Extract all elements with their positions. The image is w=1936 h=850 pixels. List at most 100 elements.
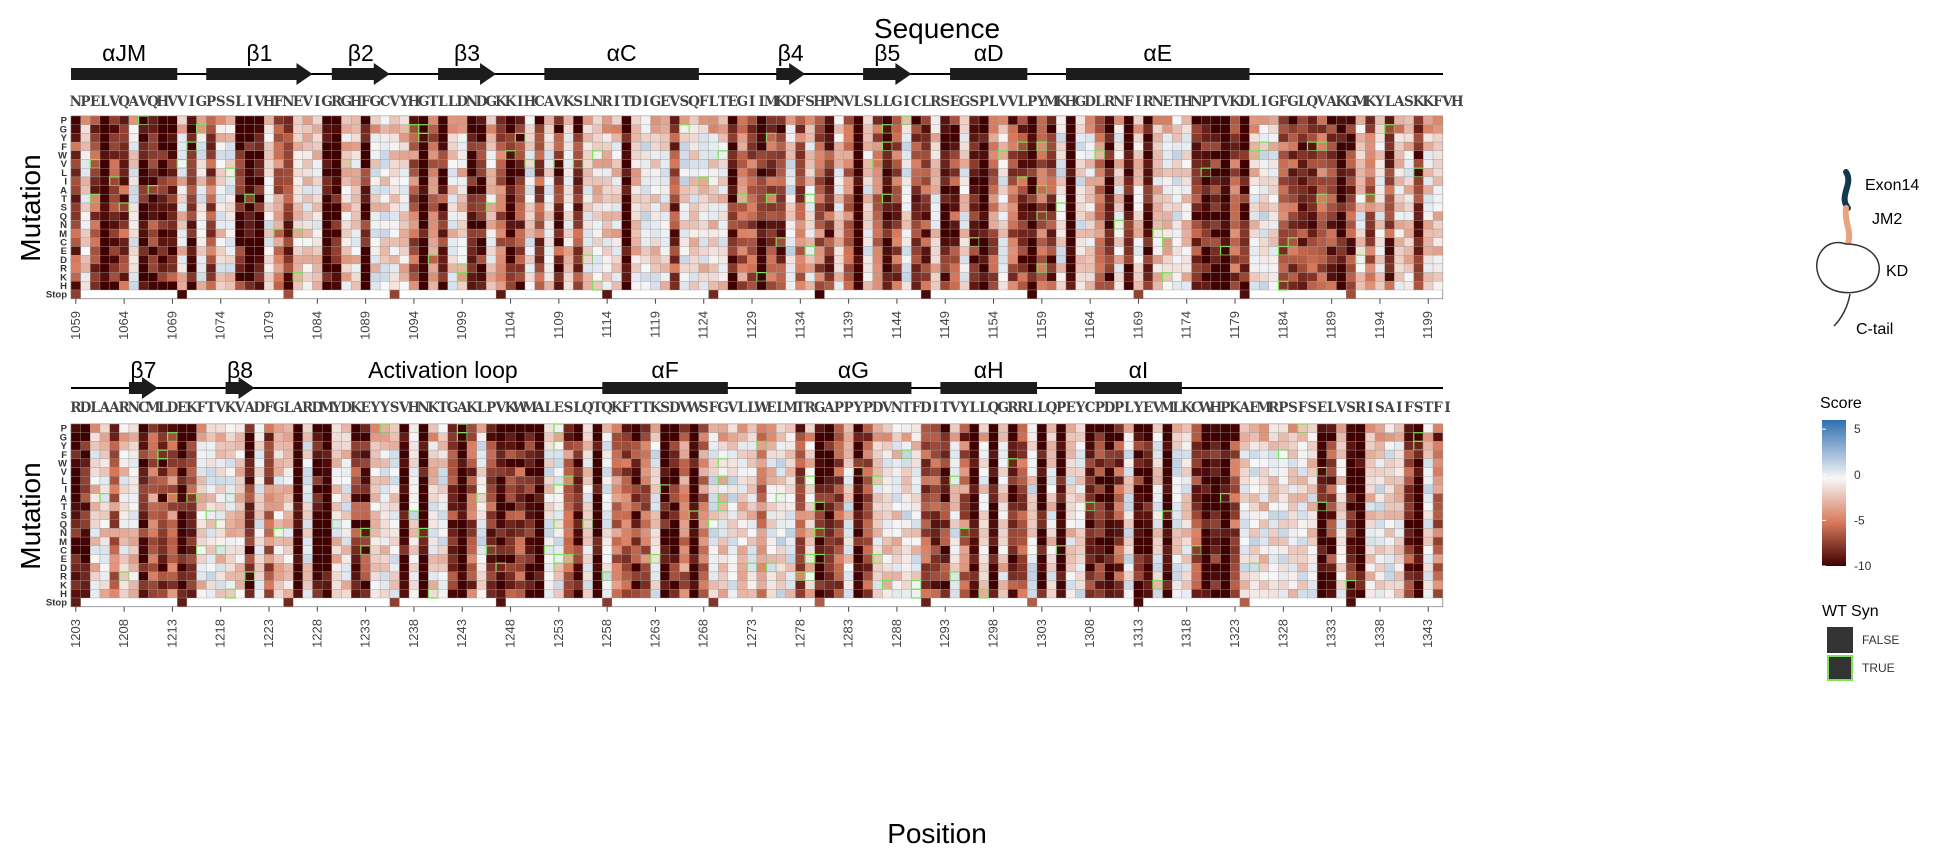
heatmap-cell bbox=[853, 432, 864, 442]
ss-label: αD bbox=[974, 40, 1004, 66]
heatmap-cell bbox=[215, 432, 226, 442]
heatmap-cell bbox=[611, 194, 622, 204]
x-tick-label: 1119 bbox=[647, 311, 662, 338]
heatmap-cell bbox=[534, 263, 545, 273]
heatmap-cell bbox=[959, 519, 970, 529]
heatmap-cell bbox=[177, 237, 188, 247]
heatmap-cell bbox=[920, 246, 931, 256]
heatmap-cell bbox=[437, 263, 448, 273]
heatmap-cell bbox=[1104, 502, 1115, 512]
heatmap-cell bbox=[1287, 493, 1298, 503]
heatmap-cell bbox=[959, 263, 970, 273]
heatmap-cell bbox=[949, 176, 960, 186]
heatmap-cell bbox=[1287, 476, 1298, 486]
heatmap-cell bbox=[1249, 458, 1260, 468]
heatmap-cell bbox=[804, 237, 815, 247]
heatmap-cell bbox=[128, 246, 139, 256]
heatmap-cell bbox=[264, 159, 275, 169]
heatmap-cell bbox=[157, 493, 168, 503]
heatmap-cell bbox=[90, 519, 101, 529]
heatmap-cell bbox=[167, 272, 178, 282]
heatmap-cell bbox=[920, 133, 931, 143]
heatmap-cell bbox=[969, 281, 980, 291]
heatmap-cell bbox=[418, 202, 429, 212]
sequence-letter: D bbox=[1084, 94, 1096, 110]
heatmap-cell bbox=[109, 168, 120, 178]
heatmap-cell bbox=[157, 176, 168, 186]
heatmap-cell bbox=[466, 133, 477, 143]
heatmap-cell bbox=[804, 432, 815, 442]
heatmap-cell bbox=[1085, 272, 1096, 282]
heatmap-cell bbox=[312, 255, 323, 265]
heatmap-cell bbox=[640, 476, 651, 486]
heatmap-cell bbox=[1307, 220, 1318, 230]
heatmap-cell bbox=[408, 220, 419, 230]
heatmap-cell bbox=[1230, 228, 1241, 238]
heatmap-cell bbox=[186, 502, 197, 512]
heatmap-cell bbox=[573, 281, 584, 291]
heatmap-cell bbox=[833, 220, 844, 230]
heatmap-cell bbox=[582, 246, 593, 256]
heatmap-cell bbox=[891, 194, 902, 204]
heatmap-cell bbox=[1210, 441, 1221, 451]
heatmap-cell bbox=[1249, 124, 1260, 134]
heatmap-cell bbox=[428, 281, 439, 291]
heatmap-cell bbox=[698, 159, 709, 169]
heatmap-cell bbox=[1326, 115, 1337, 125]
heatmap-cell bbox=[920, 449, 931, 459]
heatmap-cell bbox=[1230, 449, 1241, 459]
heatmap-cell bbox=[524, 150, 535, 160]
heatmap-cell bbox=[1123, 458, 1134, 468]
heatmap-cell bbox=[1268, 255, 1279, 265]
heatmap-cell bbox=[437, 133, 448, 143]
heatmap-cell bbox=[737, 202, 748, 212]
heatmap-cell bbox=[408, 228, 419, 238]
heatmap-cell bbox=[776, 510, 787, 520]
heatmap-cell bbox=[1316, 237, 1327, 247]
heatmap-cell bbox=[360, 246, 371, 256]
heatmap-cell bbox=[814, 493, 825, 503]
heatmap-cell bbox=[167, 432, 178, 443]
heatmap-cell bbox=[331, 237, 342, 247]
heatmap-cell bbox=[1326, 476, 1337, 486]
heatmap-cell bbox=[872, 519, 883, 529]
heatmap-cell bbox=[456, 272, 468, 282]
heatmap-cell bbox=[1220, 467, 1231, 477]
heatmap-cell bbox=[148, 476, 159, 486]
heatmap-cell bbox=[1152, 281, 1163, 291]
sequence-letter: S bbox=[969, 94, 979, 110]
heatmap-cell bbox=[1259, 263, 1270, 273]
heatmap-cell bbox=[273, 449, 284, 459]
heatmap-cell bbox=[920, 510, 931, 520]
heatmap-cell bbox=[215, 168, 226, 178]
heatmap-cell bbox=[602, 458, 613, 468]
heatmap-cell bbox=[1056, 281, 1067, 291]
heatmap-cell bbox=[119, 194, 130, 204]
heatmap-cell bbox=[824, 449, 835, 459]
heatmap-cell bbox=[447, 441, 458, 451]
heatmap-cell bbox=[862, 185, 873, 195]
heatmap-cell bbox=[689, 467, 700, 477]
heatmap-cell bbox=[592, 211, 603, 221]
heatmap-cell bbox=[109, 519, 120, 529]
heatmap-cell bbox=[1374, 476, 1385, 486]
heatmap-cell bbox=[138, 484, 149, 494]
heatmap-cell bbox=[495, 449, 506, 459]
heatmap-cell bbox=[776, 150, 787, 160]
heatmap-cell bbox=[167, 449, 178, 459]
heatmap-cell bbox=[225, 133, 236, 143]
heatmap-cell bbox=[727, 202, 738, 212]
heatmap-cell bbox=[766, 176, 777, 186]
heatmap-cell bbox=[853, 194, 864, 204]
heatmap-cell bbox=[1046, 176, 1057, 186]
heatmap-cell bbox=[582, 449, 593, 459]
heatmap-cell bbox=[862, 458, 873, 468]
heatmap-cell bbox=[1374, 458, 1385, 468]
heatmap-cell bbox=[70, 289, 81, 299]
heatmap-cell bbox=[1365, 519, 1376, 529]
heatmap-cell bbox=[708, 246, 719, 256]
heatmap-cell bbox=[1239, 159, 1250, 169]
heatmap-cell bbox=[1278, 141, 1289, 151]
heatmap-cell bbox=[640, 484, 651, 494]
heatmap-cell bbox=[1239, 133, 1250, 143]
